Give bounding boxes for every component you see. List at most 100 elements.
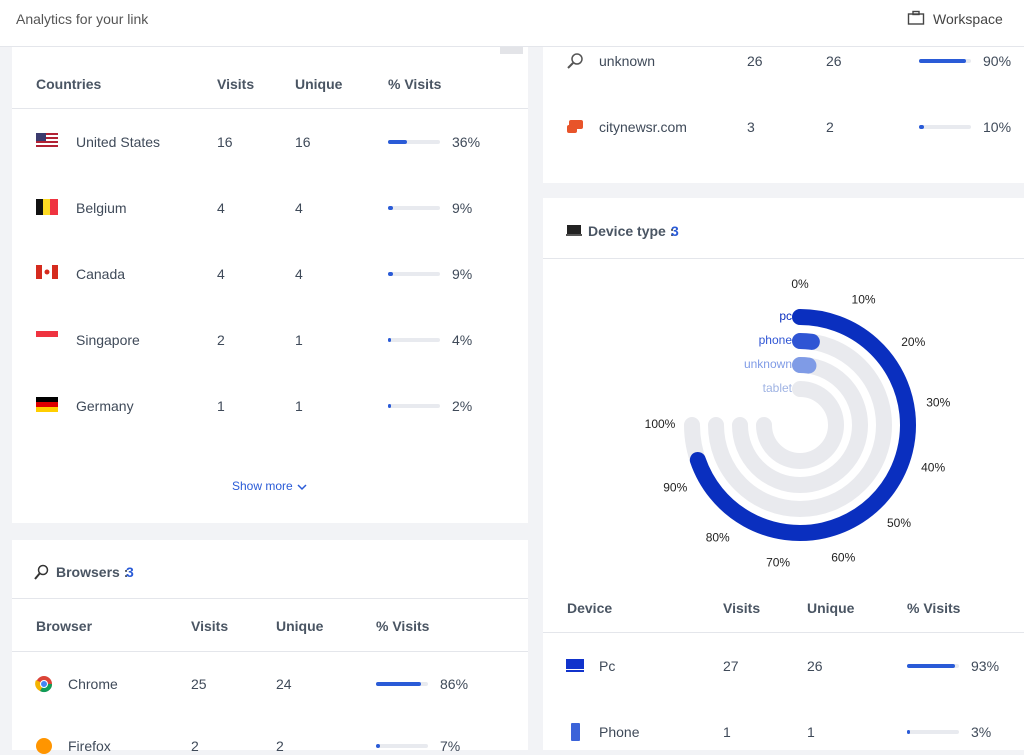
visits: 4: [217, 266, 225, 282]
ring-label: phone: [759, 333, 793, 347]
percent: 7%: [440, 738, 461, 754]
tick-label: 50%: [887, 516, 911, 530]
ring-bar: [689, 309, 916, 541]
devices-card: [543, 198, 1024, 750]
ring-track: [708, 333, 892, 517]
tick-label: 90%: [663, 481, 687, 495]
column-header: Visits: [191, 618, 229, 634]
icon: [36, 331, 58, 343]
tick-label: 100%: [645, 417, 676, 431]
ring-label: pc: [779, 309, 792, 323]
ring-track: [756, 381, 844, 469]
row-label: Firefox: [68, 738, 111, 754]
icon: [34, 564, 49, 580]
percent: 9%: [452, 266, 473, 282]
unique: 2: [276, 738, 284, 754]
bar: [376, 744, 380, 748]
icon: [36, 738, 52, 754]
column-header: Visits: [217, 76, 255, 92]
visits: 4: [217, 200, 225, 216]
icon: [566, 659, 584, 672]
section-count: 3: [671, 223, 679, 239]
visits: 1: [217, 398, 225, 414]
visits: 2: [217, 332, 225, 348]
percent: 36%: [452, 134, 481, 150]
scroll-button[interactable]: [500, 47, 523, 54]
visits: 27: [723, 658, 739, 674]
bar-track: [376, 682, 428, 686]
unique: 1: [295, 332, 303, 348]
tick-label: 20%: [901, 335, 925, 349]
row-label: unknown: [599, 53, 656, 69]
column-header: Visits: [723, 600, 761, 616]
unique: 26: [807, 658, 823, 674]
visits: 2: [191, 738, 199, 754]
unique: 24: [276, 676, 292, 692]
percent: 86%: [440, 676, 469, 692]
bar: [919, 59, 966, 63]
column-header: Unique: [276, 618, 324, 634]
tick-label: 40%: [921, 460, 945, 474]
percent: 3%: [971, 724, 992, 740]
column-header: Unique: [807, 600, 855, 616]
visits: 25: [191, 676, 207, 692]
referrers-card: [543, 47, 1024, 183]
percent: 2%: [452, 398, 473, 414]
unique: 16: [295, 134, 311, 150]
icon: [567, 120, 583, 133]
unique: 26: [826, 53, 842, 69]
bar-track: [388, 404, 440, 408]
briefcase-icon: [907, 10, 925, 25]
icon: [566, 225, 582, 236]
divider: [543, 632, 1024, 633]
bar: [907, 664, 956, 668]
unique: 1: [295, 398, 303, 414]
workspace-button[interactable]: Workspace: [933, 11, 1003, 27]
device-chart: pc phone unknown tablet 0% 10% 20% 30% 40% 50% 60%…: [645, 277, 951, 569]
top-bar: Analytics for your link Workspace: [0, 0, 1024, 47]
browsers-card: [12, 540, 528, 750]
show-more[interactable]: Show more: [232, 479, 293, 493]
bar-track: [919, 59, 971, 63]
icon: [571, 723, 580, 741]
visits: 26: [747, 53, 763, 69]
bar: [919, 125, 925, 129]
percent: 93%: [971, 658, 1000, 674]
column-header: Browser: [36, 618, 93, 634]
row-label: Belgium: [76, 200, 127, 216]
bar: [376, 682, 421, 686]
bar-track: [376, 744, 428, 748]
bar: [907, 730, 910, 734]
row-label: citynewsr.com: [599, 119, 687, 135]
ring-label: tablet: [763, 381, 793, 395]
unique: 2: [826, 119, 834, 135]
bar-track: [388, 206, 440, 210]
bar: [388, 272, 393, 276]
icon: [36, 199, 58, 215]
bar-track: [907, 664, 959, 668]
tick-label: 30%: [926, 395, 950, 409]
icon: [297, 484, 307, 491]
bar-track: [919, 125, 971, 129]
bar: [388, 404, 391, 408]
unique: 4: [295, 266, 303, 282]
percent: 10%: [983, 119, 1012, 135]
ring-bar: [792, 333, 820, 350]
countries-card: [12, 47, 528, 523]
bar-track: [388, 272, 440, 276]
divider: [12, 598, 528, 599]
percent: 9%: [452, 200, 473, 216]
percent: 4%: [452, 332, 473, 348]
row-label: Germany: [76, 398, 134, 414]
column-header: Countries: [36, 76, 102, 92]
row-label: Pc: [599, 658, 616, 674]
bar: [388, 140, 407, 144]
section-count: 3: [126, 564, 134, 580]
divider: [543, 258, 1024, 259]
tick-label: 0%: [791, 277, 809, 291]
row-label: Phone: [599, 724, 640, 740]
column-header: % Visits: [388, 76, 442, 92]
icon: [36, 397, 58, 412]
section-title: Device type :: [588, 223, 675, 239]
